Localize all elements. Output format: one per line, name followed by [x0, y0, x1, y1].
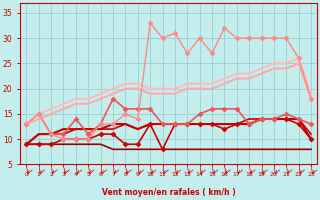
- X-axis label: Vent moyen/en rafales ( km/h ): Vent moyen/en rafales ( km/h ): [102, 188, 236, 197]
